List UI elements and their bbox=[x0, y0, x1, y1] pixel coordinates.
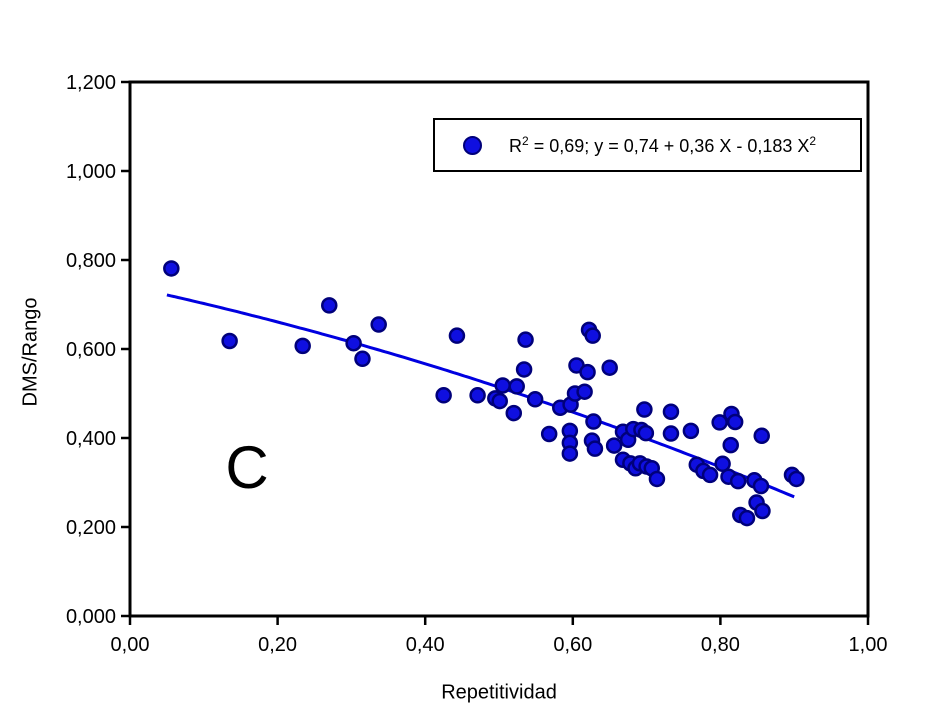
data-point bbox=[435, 387, 452, 404]
x-tick-label: 0,00 bbox=[111, 634, 150, 656]
data-point bbox=[752, 477, 770, 495]
y-tick-label: 1,200 bbox=[66, 72, 116, 94]
data-point bbox=[561, 445, 579, 462]
data-point bbox=[601, 359, 618, 376]
data-point bbox=[726, 413, 744, 431]
data-point bbox=[221, 332, 238, 350]
data-point bbox=[517, 331, 534, 348]
panel-label: C bbox=[225, 434, 269, 501]
data-point bbox=[515, 361, 533, 378]
data-point bbox=[491, 392, 508, 410]
data-point bbox=[508, 378, 525, 395]
x-tick-label: 1,00 bbox=[849, 634, 888, 656]
x-tick-label: 0,60 bbox=[553, 634, 592, 656]
y-tick-label: 0,000 bbox=[66, 606, 116, 628]
data-point bbox=[662, 403, 680, 420]
data-point bbox=[345, 334, 362, 352]
data-point bbox=[753, 427, 770, 445]
data-point bbox=[636, 401, 653, 418]
y-tick-label: 0,800 bbox=[66, 250, 116, 272]
legend-marker-dot-icon bbox=[463, 135, 482, 155]
data-point bbox=[701, 466, 719, 484]
y-axis-title: DMS/Rango bbox=[19, 297, 42, 407]
data-point bbox=[738, 509, 756, 527]
data-point bbox=[662, 425, 680, 442]
data-point bbox=[714, 455, 731, 473]
x-tick-label: 0,80 bbox=[701, 634, 740, 656]
data-point bbox=[648, 470, 666, 488]
y-tick-label: 1,000 bbox=[66, 161, 116, 183]
y-tick-label: 0,600 bbox=[66, 339, 116, 361]
data-point bbox=[540, 425, 558, 443]
data-point bbox=[494, 377, 511, 394]
data-point bbox=[294, 337, 311, 355]
data-point bbox=[579, 363, 596, 381]
data-point bbox=[585, 413, 602, 430]
data-point bbox=[586, 440, 604, 457]
data-point bbox=[754, 502, 771, 520]
fit-line bbox=[166, 293, 795, 499]
data-point bbox=[788, 470, 805, 488]
data-point bbox=[576, 383, 593, 400]
data-point bbox=[469, 387, 486, 404]
data-point bbox=[448, 327, 466, 344]
data-point bbox=[526, 391, 544, 408]
data-point bbox=[163, 260, 180, 277]
data-point bbox=[584, 327, 601, 344]
y-tick-label: 0,400 bbox=[66, 428, 116, 450]
data-point bbox=[370, 316, 387, 333]
data-point bbox=[682, 422, 700, 440]
data-point bbox=[711, 414, 728, 431]
x-axis-title: Repetitividad bbox=[441, 681, 557, 704]
data-point bbox=[321, 297, 338, 314]
data-point bbox=[729, 472, 747, 490]
legend-box: R2 = 0,69; y = 0,74 + 0,36 X - 0,183 X2 bbox=[433, 118, 862, 172]
legend-equation: R2 = 0,69; y = 0,74 + 0,36 X - 0,183 X2 bbox=[509, 133, 817, 156]
data-point bbox=[722, 436, 739, 454]
data-point bbox=[505, 404, 523, 422]
data-point bbox=[637, 424, 655, 442]
y-tick-label: 0,200 bbox=[66, 517, 116, 539]
x-tick-label: 0,20 bbox=[258, 634, 297, 656]
data-point bbox=[605, 437, 623, 454]
data-point bbox=[354, 350, 371, 368]
x-tick-label: 0,40 bbox=[406, 634, 445, 656]
